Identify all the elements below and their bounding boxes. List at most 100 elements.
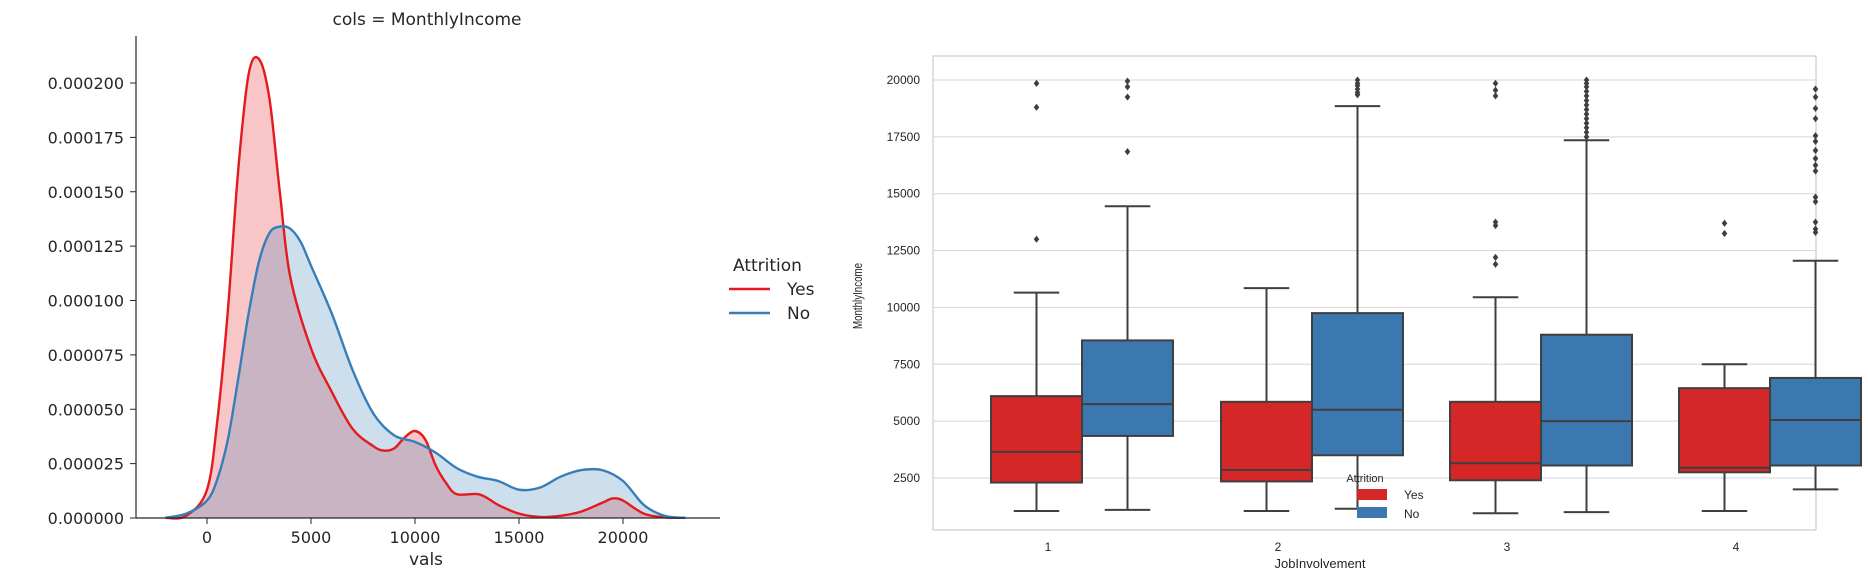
box-outlier-no-4 <box>1812 161 1819 169</box>
box-outlier-no-1 <box>1124 77 1131 85</box>
box-outlier-yes-3 <box>1492 92 1499 100</box>
box-marks <box>990 76 1862 515</box>
box-outlier-no-4 <box>1812 218 1819 226</box>
box-outlier-no-1 <box>1124 148 1131 156</box>
box-outlier-no-4 <box>1812 167 1819 175</box>
kde-y-tick-label: 0.000025 <box>48 455 124 474</box>
kde-x-tick-label: 15000 <box>494 528 545 547</box>
box-outlier-no-4 <box>1812 137 1819 146</box>
box-outlier-no-3 <box>1583 92 1590 100</box>
kde-legend-yes-label: Yes <box>786 280 815 300</box>
box-outlier-no-3 <box>1583 115 1590 123</box>
box-outlier-no-3 <box>1583 124 1590 132</box>
box-outlier-no-4 <box>1812 193 1819 201</box>
box-y-label: MonthlyIncome <box>852 263 866 329</box>
kde-y-tick-label: 0.000100 <box>48 292 124 311</box>
box-outlier-no-3 <box>1583 133 1590 141</box>
box-x-tick-label: 3 <box>1504 540 1511 554</box>
box-no-4 <box>1769 376 1862 467</box>
box-legend-no-label: No <box>1404 507 1420 521</box>
box-x-tick-label: 1 <box>1045 540 1052 554</box>
kde-y-tick-label: 0.000050 <box>48 400 124 419</box>
kde-x-tick-label: 10000 <box>390 528 441 547</box>
box-y-ticks: 2500 5000 7500 10000 12500 15000 17500 20000 <box>887 73 921 485</box>
box-outlier-yes-4 <box>1721 229 1728 238</box>
kde-y-tick-label: 0.000125 <box>48 237 124 256</box>
box-outlier-no-4 <box>1812 146 1819 155</box>
box-no-2 <box>1311 312 1404 457</box>
box-outlier-no-3 <box>1583 119 1590 127</box>
box-y-tick-label: 20000 <box>887 73 921 87</box>
box-outlier-no-4 <box>1812 132 1819 140</box>
box-x-tick-label: 2 <box>1275 540 1282 554</box>
box-legend: Attrition Yes No <box>1346 473 1423 521</box>
kde-y-tick-label: 0.000000 <box>48 509 124 528</box>
box-no-1 <box>1081 339 1174 437</box>
box-legend-yes-label: Yes <box>1404 488 1424 502</box>
box-outlier-yes-3 <box>1492 260 1499 268</box>
kde-x-label: vals <box>409 550 443 570</box>
box-no-3 <box>1540 333 1633 467</box>
box-legend-yes-swatch <box>1357 489 1387 500</box>
box-yes-4 <box>1678 387 1771 474</box>
box-x-tick-label: 4 <box>1733 540 1740 554</box>
box-y-tick-label: 10000 <box>887 300 921 314</box>
box-outlier-no-4 <box>1812 93 1819 101</box>
box-x-label: JobInvolvement <box>1274 556 1365 571</box>
kde-lines <box>165 55 686 520</box>
kde-chart: cols = MonthlyIncome 0.0000000.0000250.0… <box>48 10 815 570</box>
box-outlier-yes-3 <box>1492 79 1499 88</box>
box-legend-title: Attrition <box>1346 473 1383 485</box>
box-outlier-no-4 <box>1812 115 1819 123</box>
box-y-tick-label: 5000 <box>893 414 920 428</box>
box-outlier-no-3 <box>1583 105 1590 114</box>
box-outlier-no-3 <box>1583 128 1590 136</box>
box-outlier-no-4 <box>1812 225 1819 233</box>
box-legend-no-swatch <box>1357 507 1387 518</box>
box-yes-2 <box>1220 400 1313 483</box>
kde-x-tick-label: 5000 <box>291 528 332 547</box>
kde-x-tick-label: 0 <box>202 528 212 547</box>
box-outlier-no-3 <box>1583 110 1590 118</box>
box-outlier-no-3 <box>1583 101 1590 109</box>
box-outlier-yes-4 <box>1721 219 1728 227</box>
kde-legend-no-label: No <box>787 304 810 324</box>
box-chart: 2500 5000 7500 10000 12500 15000 17500 20000 1 2… <box>852 55 1862 571</box>
box-outlier-no-3 <box>1583 76 1590 84</box>
kde-legend-title: Attrition <box>733 256 802 276</box>
kde-legend: Attrition Yes No <box>729 256 815 324</box>
kde-area-yes <box>165 57 686 519</box>
box-outlier-no-4 <box>1812 154 1819 163</box>
box-outlier-no-3 <box>1583 96 1590 105</box>
box-y-tick-label: 2500 <box>893 471 920 485</box>
box-y-tick-label: 17500 <box>887 130 921 144</box>
box-yes-1 <box>990 395 1083 484</box>
kde-y-tick-label: 0.000200 <box>48 74 124 93</box>
kde-x-tick-label: 20000 <box>598 528 649 547</box>
box-outlier-no-4 <box>1812 85 1819 93</box>
box-outlier-yes-3 <box>1492 253 1499 261</box>
box-outlier-yes-3 <box>1492 218 1499 226</box>
kde-title: cols = MonthlyIncome <box>332 10 521 30</box>
kde-y-ticks: 0.000000 0.000025 0.000050 0.000075 0.000100… <box>48 74 136 528</box>
box-yes-3 <box>1449 400 1542 482</box>
box-outlier-no-2 <box>1354 76 1361 84</box>
kde-y-tick-label: 0.000150 <box>48 183 124 202</box>
box-outlier-no-1 <box>1124 83 1131 91</box>
kde-y-tick-label: 0.000075 <box>48 346 124 365</box>
box-outlier-no-4 <box>1812 104 1819 113</box>
kde-line-no <box>165 225 686 519</box>
box-outlier-yes-1 <box>1033 79 1040 88</box>
box-x-ticks: 1 2 3 4 <box>1045 540 1740 554</box>
box-y-tick-label: 7500 <box>893 357 920 371</box>
box-outlier-no-1 <box>1124 93 1131 101</box>
box-outlier-yes-3 <box>1492 86 1499 94</box>
box-outlier-yes-1 <box>1033 103 1040 111</box>
kde-x-ticks: 0 5000 10000 15000 20000 <box>202 518 649 547</box>
box-outlier-no-3 <box>1583 87 1590 95</box>
box-outlier-yes-1 <box>1033 235 1040 243</box>
kde-y-tick-label: 0.000175 <box>48 128 124 147</box>
box-outlier-no-4 <box>1812 198 1819 206</box>
box-y-tick-label: 12500 <box>887 244 921 258</box>
